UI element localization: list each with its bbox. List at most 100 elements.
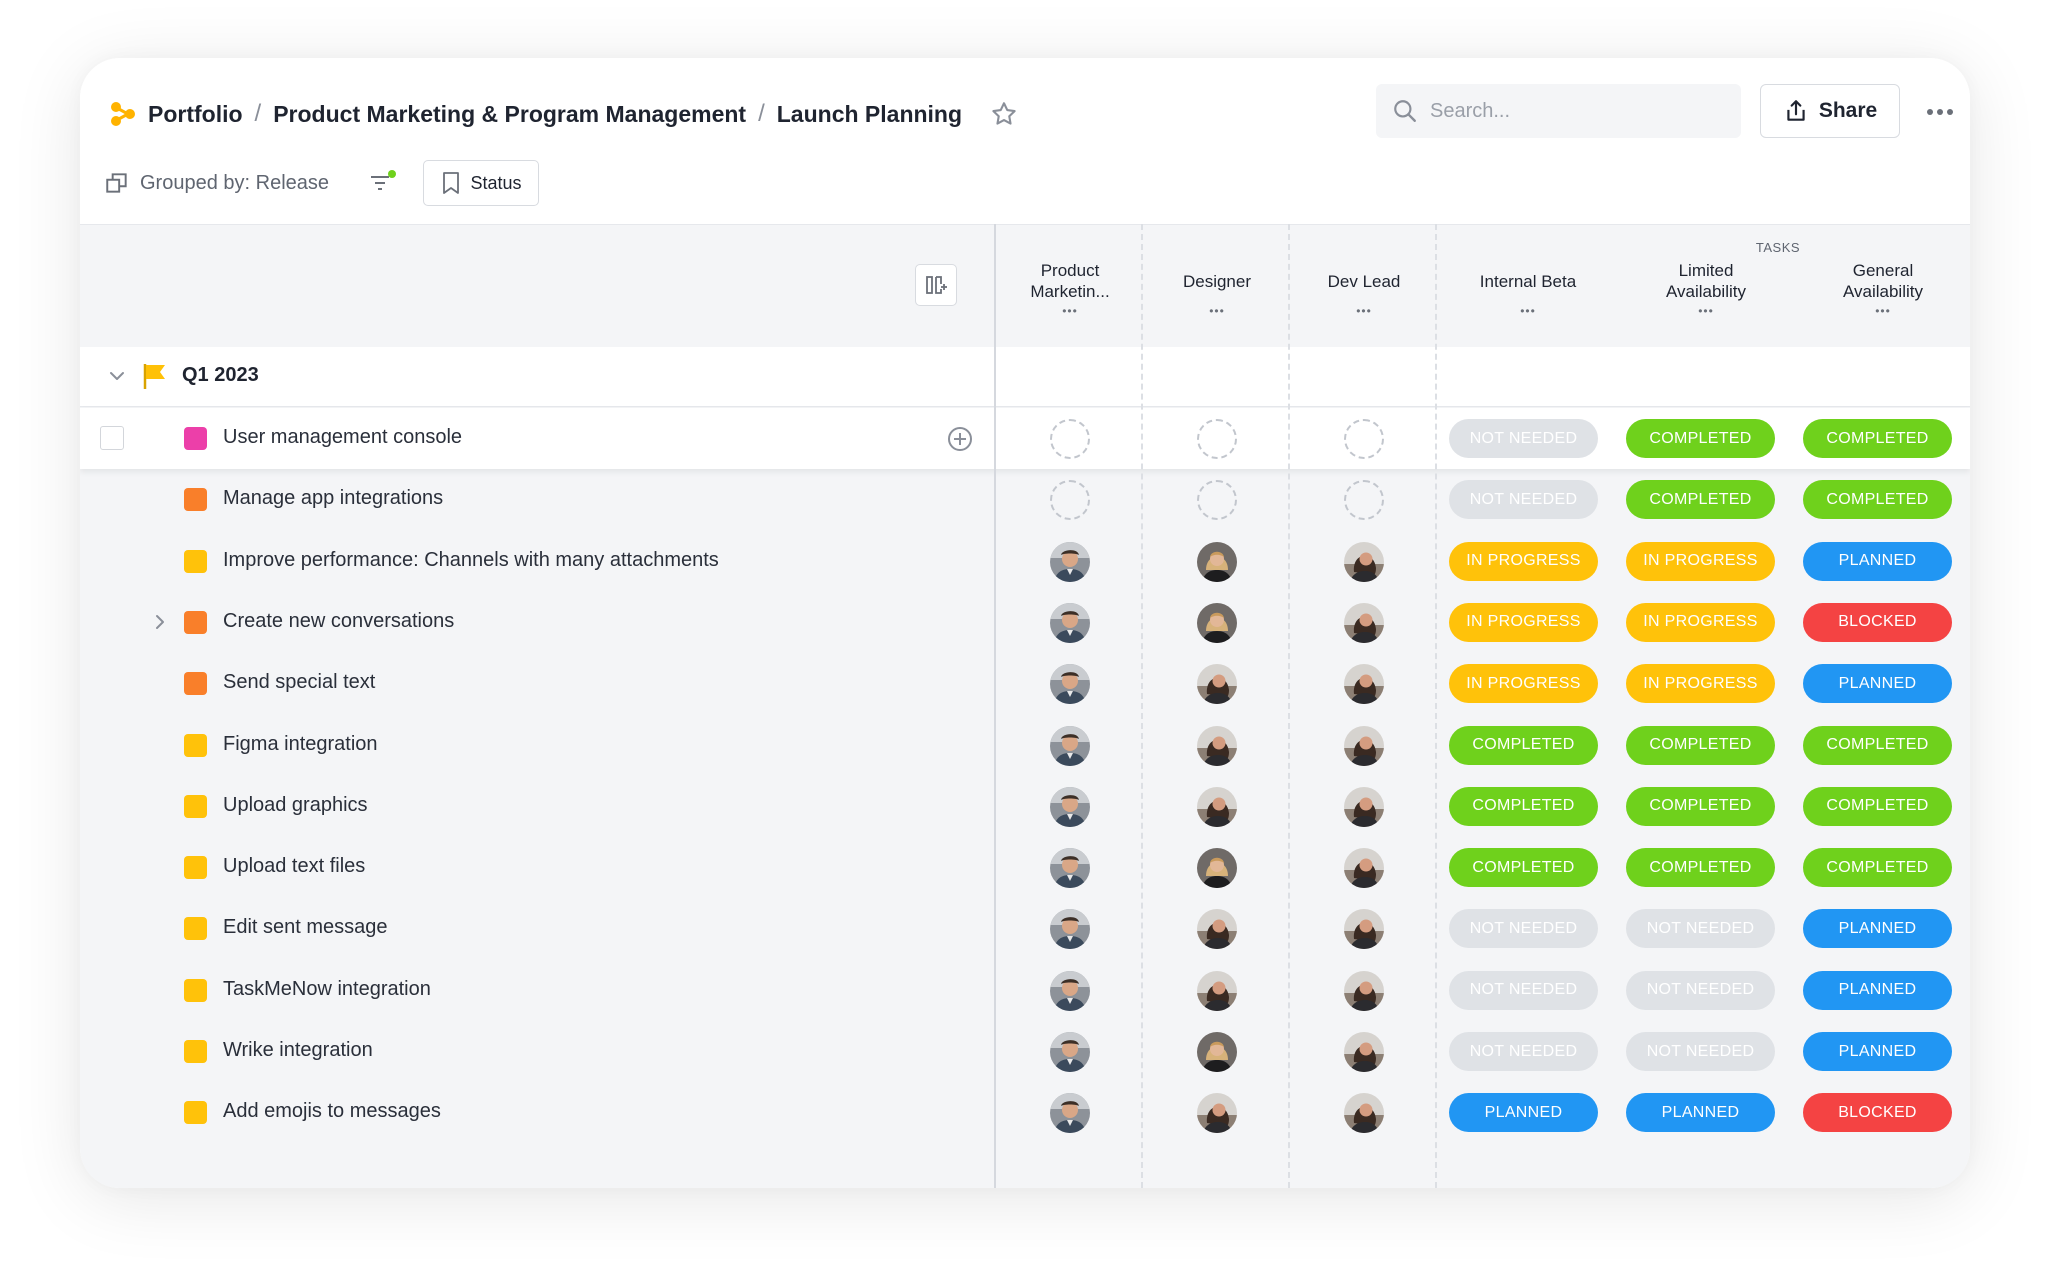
empty-assignee-slot[interactable] <box>1050 419 1090 459</box>
status-badge[interactable]: PLANNED <box>1449 1093 1598 1133</box>
table-row[interactable]: User management console NOT NEEDED COMPLET… <box>80 408 1970 469</box>
task-name[interactable]: Send special text <box>223 671 376 694</box>
breadcrumb-project[interactable]: Launch Planning <box>776 100 963 127</box>
assignee-avatar[interactable] <box>1050 786 1090 827</box>
assignee-avatar[interactable] <box>1197 1093 1237 1134</box>
status-badge[interactable]: PLANNED <box>1626 1093 1775 1133</box>
column-header-general-availability[interactable]: General Availability ••• <box>1797 224 1969 347</box>
column-header-limited-availability[interactable]: Limited Availability ••• <box>1620 224 1792 347</box>
row-checkbox[interactable] <box>100 426 124 450</box>
status-badge[interactable]: COMPLETED <box>1803 786 1952 826</box>
assignee-avatar[interactable] <box>1344 1093 1384 1134</box>
status-badge[interactable]: COMPLETED <box>1626 419 1775 458</box>
assignee-avatar[interactable] <box>1197 1032 1237 1072</box>
star-icon[interactable] <box>990 100 1018 128</box>
empty-assignee-slot[interactable] <box>1197 480 1237 521</box>
status-badge[interactable]: COMPLETED <box>1449 848 1598 888</box>
status-badge[interactable]: COMPLETED <box>1449 786 1598 826</box>
status-badge[interactable]: COMPLETED <box>1626 786 1775 826</box>
status-badge[interactable]: IN PROGRESS <box>1449 602 1598 642</box>
task-name[interactable]: Wrike integration <box>223 1039 373 1061</box>
status-filter-button[interactable]: Status <box>423 160 540 206</box>
status-badge[interactable]: NOT NEEDED <box>1626 1032 1775 1071</box>
search-input[interactable] <box>1430 99 1730 123</box>
status-badge[interactable]: PLANNED <box>1803 909 1952 949</box>
chevron-right-icon[interactable] <box>150 612 170 632</box>
column-menu-button[interactable]: ••• <box>1620 304 1792 318</box>
table-row[interactable]: Wrike integration NOT NEEDED NOT NEEDED PLA… <box>80 1021 1970 1082</box>
table-row[interactable]: Send special text IN PROGRESS IN PROGRESS P… <box>80 653 1970 714</box>
assignee-avatar[interactable] <box>1050 909 1090 950</box>
assignee-avatar[interactable] <box>1344 848 1384 889</box>
status-badge[interactable]: NOT NEEDED <box>1449 909 1598 949</box>
assignee-avatar[interactable] <box>1050 664 1090 705</box>
status-badge[interactable]: IN PROGRESS <box>1626 541 1775 581</box>
table-row[interactable]: Create new conversations IN PROGRESS IN PR… <box>80 592 1970 653</box>
column-menu-button[interactable]: ••• <box>1442 304 1614 318</box>
status-badge[interactable]: NOT NEEDED <box>1449 1032 1598 1071</box>
status-badge[interactable]: NOT NEEDED <box>1449 480 1598 520</box>
status-badge[interactable]: COMPLETED <box>1626 725 1775 765</box>
status-badge[interactable]: PLANNED <box>1803 541 1952 581</box>
assignee-avatar[interactable] <box>1344 1032 1384 1072</box>
task-name[interactable]: Create new conversations <box>223 609 455 632</box>
task-name[interactable]: TaskMeNow integration <box>223 977 431 1000</box>
status-badge[interactable]: COMPLETED <box>1803 419 1952 458</box>
filter-icon[interactable] <box>367 168 397 198</box>
column-menu-button[interactable]: ••• <box>997 304 1143 318</box>
status-badge[interactable]: BLOCKED <box>1803 1093 1952 1133</box>
assignee-avatar[interactable] <box>1197 541 1237 582</box>
table-row[interactable]: TaskMeNow integration NOT NEEDED NOT NEEDE… <box>80 960 1970 1021</box>
table-row[interactable]: Upload text files COMPLETED COMPLETED COMPL… <box>80 837 1970 898</box>
assignee-avatar[interactable] <box>1197 602 1237 643</box>
assignee-avatar[interactable] <box>1197 786 1237 827</box>
empty-assignee-slot[interactable] <box>1344 419 1384 459</box>
assignee-avatar[interactable] <box>1197 970 1237 1011</box>
group-header-row[interactable]: Q1 2023 <box>80 347 1970 407</box>
assignee-avatar[interactable] <box>1197 664 1237 705</box>
assignee-avatar[interactable] <box>1050 541 1090 582</box>
assignee-avatar[interactable] <box>1344 541 1384 582</box>
column-menu-button[interactable]: ••• <box>1797 304 1969 318</box>
assignee-avatar[interactable] <box>1344 909 1384 950</box>
assignee-avatar[interactable] <box>1050 848 1090 889</box>
grouped-by-button[interactable]: Grouped by: Release <box>104 170 329 196</box>
table-row[interactable]: Improve performance: Channels with many … <box>80 531 1970 592</box>
assignee-avatar[interactable] <box>1050 1032 1090 1072</box>
assignee-avatar[interactable] <box>1344 602 1384 643</box>
column-settings-button[interactable] <box>915 264 957 306</box>
status-badge[interactable]: IN PROGRESS <box>1449 664 1598 704</box>
empty-assignee-slot[interactable] <box>1050 480 1090 521</box>
status-badge[interactable]: IN PROGRESS <box>1626 664 1775 704</box>
more-options-button[interactable] <box>1922 94 1958 130</box>
breadcrumb-portfolio[interactable]: Portfolio <box>148 100 243 127</box>
share-button[interactable]: Share <box>1760 84 1900 138</box>
status-badge[interactable]: COMPLETED <box>1803 480 1952 520</box>
empty-assignee-slot[interactable] <box>1197 419 1237 459</box>
task-name[interactable]: Upload graphics <box>223 793 368 816</box>
task-name[interactable]: Improve performance: Channels with many … <box>223 548 719 571</box>
breadcrumb-program[interactable]: Product Marketing & Program Management <box>273 100 747 127</box>
column-menu-button[interactable]: ••• <box>1291 304 1437 318</box>
status-badge[interactable]: NOT NEEDED <box>1449 419 1598 458</box>
task-name[interactable]: User management console <box>223 426 463 448</box>
table-row[interactable]: Figma integration COMPLETED COMPLETED COMPL… <box>80 715 1970 776</box>
task-name[interactable]: Figma integration <box>223 732 378 755</box>
assignee-avatar[interactable] <box>1050 602 1090 643</box>
status-badge[interactable]: NOT NEEDED <box>1626 909 1775 949</box>
status-badge[interactable]: IN PROGRESS <box>1626 602 1775 642</box>
task-name[interactable]: Add emojis to messages <box>223 1100 441 1123</box>
column-header-product-marketing[interactable]: Product Marketin... ••• <box>997 224 1143 347</box>
status-badge[interactable]: PLANNED <box>1803 664 1952 704</box>
plus-circle-icon[interactable] <box>946 425 974 453</box>
status-badge[interactable]: COMPLETED <box>1803 725 1952 765</box>
assignee-avatar[interactable] <box>1050 970 1090 1011</box>
task-name[interactable]: Manage app integrations <box>223 487 444 510</box>
status-badge[interactable]: NOT NEEDED <box>1626 970 1775 1010</box>
table-row[interactable]: Edit sent message NOT NEEDED NOT NEEDED PLA… <box>80 898 1970 959</box>
assignee-avatar[interactable] <box>1197 909 1237 950</box>
column-header-internal-beta[interactable]: Internal Beta ••• <box>1442 224 1614 347</box>
assignee-avatar[interactable] <box>1344 664 1384 705</box>
table-row[interactable]: Add emojis to messages PLANNED PLANNED BLOC… <box>80 1082 1970 1143</box>
task-name[interactable]: Upload text files <box>223 855 366 878</box>
